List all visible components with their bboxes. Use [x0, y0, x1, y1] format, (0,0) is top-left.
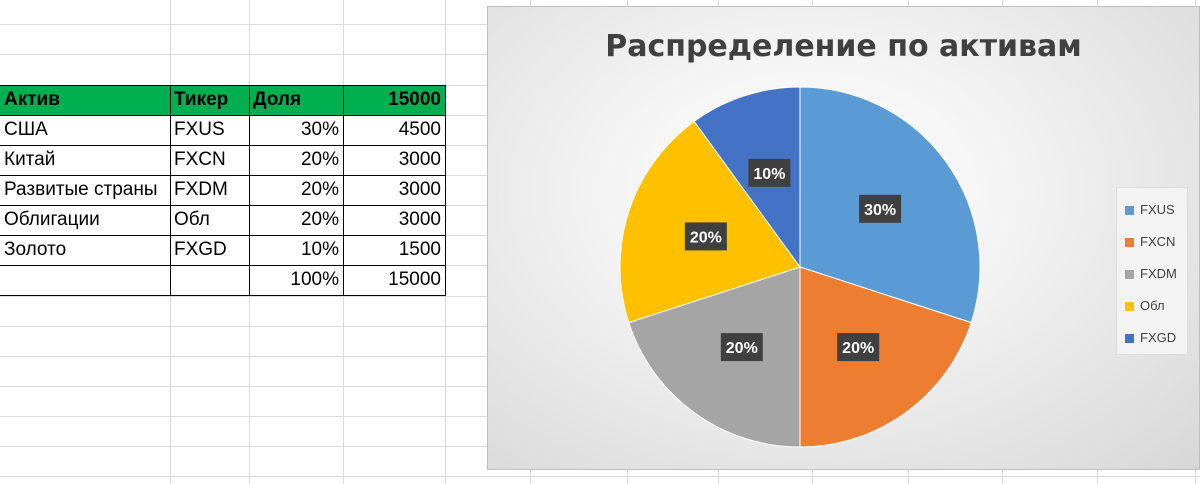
svg-text:20%: 20% [726, 340, 758, 357]
legend-swatch [1125, 302, 1134, 312]
cell-amount-total[interactable]: 15000 [388, 269, 441, 290]
chart-legend[interactable]: FXUS FXCN FXDM Обл FXGD [1116, 187, 1188, 355]
svg-text:20%: 20% [842, 340, 874, 357]
cell-share[interactable]: 20% [300, 149, 339, 170]
table-header-row: Актив Тикер Доля 15000 [0, 85, 445, 115]
legend-item-fxgd[interactable]: FXGD [1125, 328, 1176, 348]
legend-label: Обл [1140, 298, 1165, 313]
table-row-total: 100% 15000 [0, 265, 445, 295]
svg-text:20%: 20% [690, 229, 722, 246]
pie-slice-fxdm[interactable] [628, 266, 801, 448]
pie-slice-обл[interactable] [619, 120, 801, 324]
table-row: США FXUS 30% 4500 [0, 115, 445, 145]
cell-ticker[interactable]: FXGD [174, 239, 227, 260]
cell-asset[interactable]: Развитые страны [4, 179, 158, 200]
legend-label: FXUS [1140, 202, 1175, 217]
legend-item-fxcn[interactable]: FXCN [1125, 232, 1175, 252]
header-cell-ticker[interactable]: Тикер [170, 85, 249, 115]
legend-swatch [1125, 238, 1134, 248]
pie-chart[interactable]: Распределение по активам 30% 20% 20% 20% 10%… [487, 6, 1200, 470]
legend-item-обл[interactable]: Обл [1125, 296, 1165, 316]
pie-data-label: 30% [859, 194, 902, 223]
svg-text:30%: 30% [864, 202, 896, 219]
cell-ticker[interactable]: Обл [174, 209, 210, 230]
legend-swatch [1125, 270, 1134, 280]
legend-label: FXDM [1140, 266, 1177, 281]
cell-ticker[interactable]: FXUS [174, 119, 225, 140]
cell-share[interactable]: 20% [300, 179, 339, 200]
table-row: Развитые страны FXDM 20% 3000 [0, 175, 445, 205]
pie-data-label: 20% [720, 333, 763, 362]
cell-amount[interactable]: 4500 [398, 119, 441, 140]
cell-share-total[interactable]: 100% [290, 269, 339, 290]
cell-amount[interactable]: 3000 [398, 209, 441, 230]
pie-data-label: 10% [748, 158, 791, 187]
pie-slice-fxcn[interactable] [799, 266, 972, 448]
cell-ticker[interactable]: FXDM [174, 179, 228, 200]
pie-data-label: 20% [837, 333, 880, 362]
legend-item-fxdm[interactable]: FXDM [1125, 264, 1177, 284]
header-cell-share[interactable]: Доля [249, 85, 343, 115]
cell-amount[interactable]: 3000 [398, 149, 441, 170]
svg-text:10%: 10% [753, 166, 785, 183]
cell-asset[interactable]: Китай [4, 149, 56, 170]
cell-asset[interactable]: США [4, 119, 48, 140]
chart-title: Распределение по активам [605, 29, 1082, 64]
pie-slice-fxgd[interactable] [693, 86, 801, 269]
header-cell-asset[interactable]: Актив [0, 85, 170, 115]
cell-amount[interactable]: 1500 [398, 239, 441, 260]
table-row: Китай FXCN 20% 3000 [0, 145, 445, 175]
cell-share[interactable]: 20% [300, 209, 339, 230]
legend-label: FXGD [1140, 330, 1177, 345]
header-cell-total[interactable]: 15000 [343, 85, 445, 115]
pie-data-label: 20% [684, 222, 727, 251]
table-row: Золото FXGD 10% 1500 [0, 235, 445, 265]
cell-share[interactable]: 30% [300, 119, 339, 140]
legend-label: FXCN [1140, 234, 1176, 249]
legend-swatch [1125, 334, 1134, 344]
cell-ticker[interactable]: FXCN [174, 149, 226, 170]
pie-plot-area: 30% 20% 20% 20% 10% [619, 86, 981, 448]
table-row: Облигации Обл 20% 3000 [0, 205, 445, 235]
legend-swatch [1125, 206, 1134, 216]
cell-asset[interactable]: Золото [4, 239, 67, 260]
cell-share[interactable]: 10% [300, 239, 339, 260]
legend-item-fxus[interactable]: FXUS [1125, 200, 1175, 220]
cell-asset[interactable]: Облигации [4, 209, 100, 230]
cell-asset[interactable] [0, 265, 170, 295]
cell-amount[interactable]: 3000 [398, 179, 441, 200]
cell-ticker[interactable] [170, 265, 249, 295]
